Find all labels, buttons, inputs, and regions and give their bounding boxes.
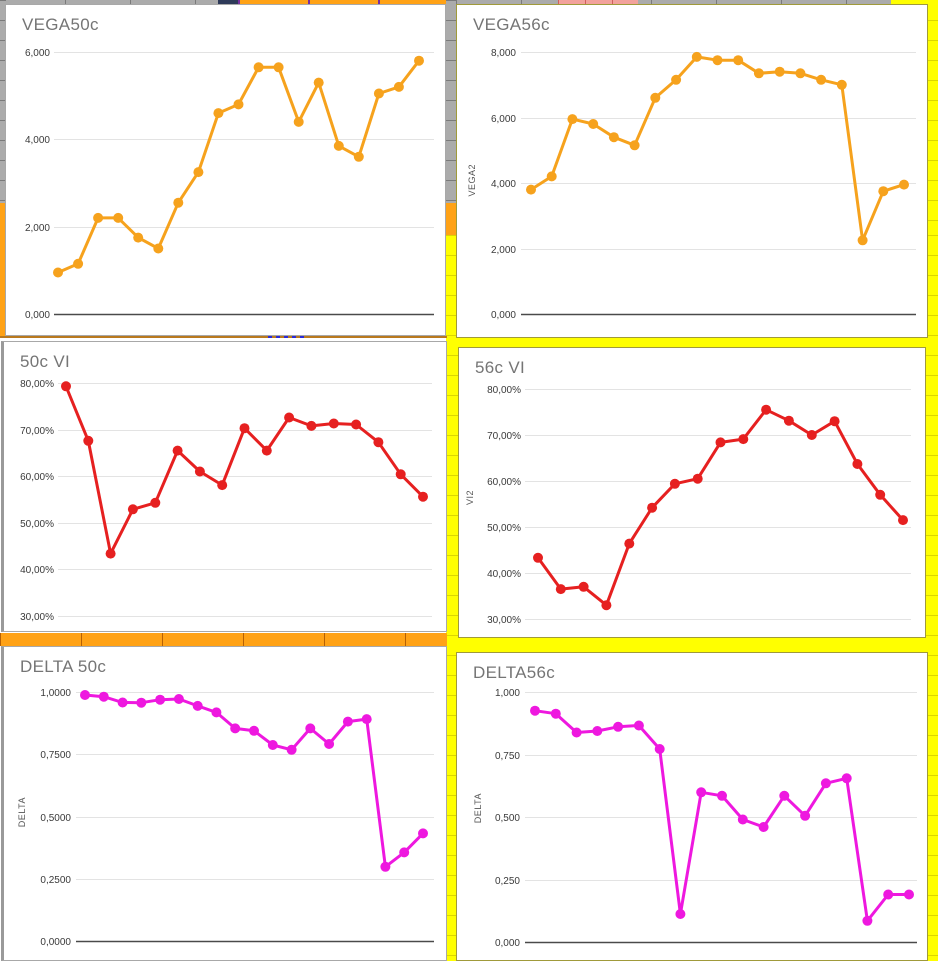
- svg-text:2,000: 2,000: [25, 223, 50, 234]
- svg-text:0,2500: 0,2500: [40, 875, 71, 886]
- svg-text:0,000: 0,000: [491, 310, 516, 321]
- svg-text:0,000: 0,000: [495, 938, 520, 949]
- svg-text:40,00%: 40,00%: [487, 569, 521, 580]
- sheet-cells-orange-row-band: [0, 633, 447, 646]
- sheet-cells-gray-top-right: [456, 0, 891, 7]
- svg-text:0,7500: 0,7500: [40, 750, 71, 761]
- svg-text:2,000: 2,000: [491, 245, 516, 256]
- chart-title: VEGA50c: [22, 15, 99, 34]
- sheet-cells-gray-top-left: [0, 0, 218, 5]
- svg-text:60,00%: 60,00%: [20, 472, 54, 483]
- chart-vega56c[interactable]: VEGA56c VEGA2 8,000 6,000 4,000 2,000 0,000: [456, 4, 928, 338]
- svg-text:0,750: 0,750: [495, 751, 520, 762]
- chart-canvas-vega56c: 8,000 6,000 4,000 2,000 0,000: [491, 48, 916, 321]
- chart-title: DELTA 50c: [20, 657, 107, 676]
- chart-delta56c[interactable]: DELTA56c DELTA 1,000 0,750 0,500 0,250 0,000: [456, 652, 928, 961]
- chart-50c-vi[interactable]: 50c VI 80,00% 70,00% 60,00% 50,00% 40,00% 30,…: [1, 341, 447, 632]
- svg-text:8,000: 8,000: [491, 48, 516, 59]
- svg-text:30,00%: 30,00%: [487, 615, 521, 626]
- chart-canvas-vi56c: 80,00% 70,00% 60,00% 50,00% 40,00% 30,00%: [487, 385, 911, 626]
- chart-56c-vi[interactable]: 56c VI VI2 80,00% 70,00% 60,00% 50,00% 40,00…: [458, 347, 926, 638]
- svg-text:70,00%: 70,00%: [20, 426, 54, 437]
- chart-title: VEGA56c: [473, 15, 550, 34]
- svg-text:80,00%: 80,00%: [20, 379, 54, 390]
- svg-text:80,00%: 80,00%: [487, 385, 521, 396]
- sheet-cells-orange-top: [238, 0, 447, 5]
- chart-title: 50c VI: [20, 352, 70, 371]
- sheet-cells-pink: [558, 0, 638, 7]
- chart-canvas-delta50c: 1,0000 0,7500 0,5000 0,2500 0,0000: [40, 688, 434, 948]
- svg-text:4,000: 4,000: [491, 179, 516, 190]
- svg-text:6,000: 6,000: [491, 114, 516, 125]
- sheet-cell-navy: [218, 0, 238, 5]
- sheet-cells-yellow-top-corner: [891, 0, 938, 7]
- chart-vega50c[interactable]: VEGA50c 6,000 4,000 2,000 0,000: [5, 4, 446, 336]
- chart-canvas-vega50c: 6,000 4,000 2,000 0,000: [25, 48, 434, 321]
- svg-text:0,500: 0,500: [495, 813, 520, 824]
- page-break-dashes: [268, 335, 304, 338]
- chart-canvas-delta56c: 1,000 0,750 0,500 0,250 0,000: [495, 688, 917, 949]
- svg-text:50,00%: 50,00%: [487, 523, 521, 534]
- sheet-cells-gray-mid-column: [446, 0, 456, 203]
- chart-canvas-vi50c: 80,00% 70,00% 60,00% 50,00% 40,00% 30,00%: [20, 379, 432, 623]
- chart-delta-50c[interactable]: DELTA 50c DELTA 1,0000 0,7500 0,5000 0,2500…: [1, 646, 447, 961]
- svg-text:1,0000: 1,0000: [40, 688, 71, 699]
- svg-text:50,00%: 50,00%: [20, 519, 54, 530]
- svg-text:4,000: 4,000: [25, 135, 50, 146]
- svg-text:30,00%: 30,00%: [20, 612, 54, 623]
- svg-text:0,250: 0,250: [495, 876, 520, 887]
- sheet-cells-orange-mid-column: [446, 203, 456, 235]
- sheet-cells-gray-left-column: [0, 0, 6, 203]
- sheet-cells-yellow-right-column: [928, 0, 938, 235]
- svg-text:70,00%: 70,00%: [487, 431, 521, 442]
- sheet-cells-orange-left-column: [0, 203, 6, 337]
- svg-text:1,000: 1,000: [495, 688, 520, 699]
- svg-text:0,000: 0,000: [25, 310, 50, 321]
- sheet-orange-border-line: [0, 336, 447, 338]
- chart-title: DELTA56c: [473, 663, 556, 682]
- svg-text:6,000: 6,000: [25, 48, 50, 59]
- svg-text:0,0000: 0,0000: [40, 937, 71, 948]
- svg-text:40,00%: 40,00%: [20, 565, 54, 576]
- svg-text:60,00%: 60,00%: [487, 477, 521, 488]
- svg-text:0,5000: 0,5000: [40, 813, 71, 824]
- chart-title: 56c VI: [475, 358, 525, 377]
